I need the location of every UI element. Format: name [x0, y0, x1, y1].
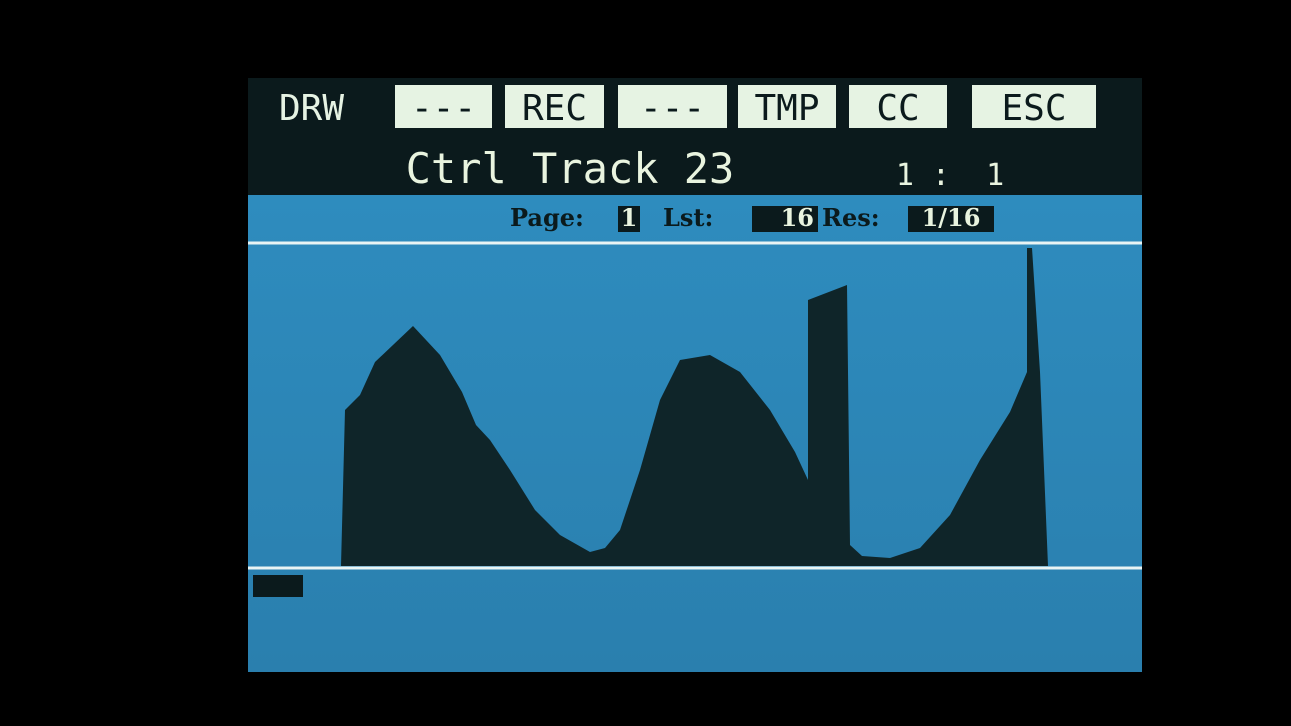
menu-label[interactable]: REC [522, 88, 587, 129]
screen-photo: DRW --- REC --- TMP CC ESC Ctrl Track 23 1 : 1… [0, 0, 1291, 726]
menu-label[interactable]: DRW [279, 88, 344, 129]
last-label: Lst: [663, 203, 713, 232]
menu: DRW --- REC --- TMP CC ESC [279, 85, 1096, 129]
menu-label[interactable]: ESC [1001, 88, 1066, 129]
title: Ctrl Track 23 [406, 144, 735, 193]
cursor [253, 575, 303, 597]
page: {"menu":{"buttons":["DRW","---","REC","-… [0, 0, 1291, 726]
page-value: 1 [621, 203, 638, 232]
last-value: 16 [781, 203, 814, 232]
menu-label[interactable]: TMP [754, 88, 819, 129]
position: 1 : 1 [896, 158, 1004, 193]
res-value: 1/16 [922, 203, 981, 232]
menu-label[interactable]: --- [640, 88, 705, 129]
menu-label[interactable]: --- [411, 88, 476, 129]
res-label: Res: [822, 203, 880, 232]
page-label: Page: [510, 203, 584, 232]
menu-label[interactable]: CC [876, 88, 919, 129]
